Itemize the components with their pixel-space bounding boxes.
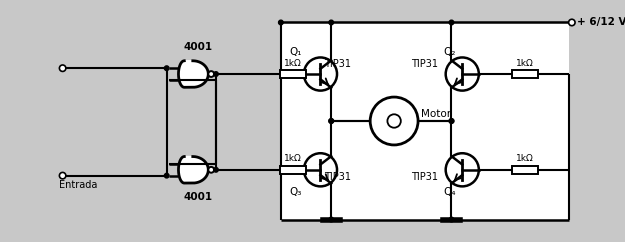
Text: 1kΩ: 1kΩ [516,59,534,68]
Bar [512,70,538,78]
Circle shape [329,217,334,222]
Circle shape [304,57,337,91]
Text: TIP31: TIP31 [324,172,351,182]
Text: Q₁: Q₁ [289,46,302,57]
Circle shape [329,119,334,123]
Circle shape [164,173,169,178]
Text: TIP31: TIP31 [411,60,437,69]
Circle shape [214,72,218,76]
Circle shape [329,119,334,123]
Circle shape [388,114,401,128]
Polygon shape [179,157,208,183]
Circle shape [446,153,479,186]
Text: 4001: 4001 [183,192,213,202]
Bar [280,166,306,174]
Text: 4001: 4001 [183,42,213,52]
Circle shape [208,167,214,173]
Text: + 6/12 V: + 6/12 V [578,17,625,28]
Bar [280,70,306,78]
Circle shape [214,167,218,172]
Text: TIP31: TIP31 [324,60,351,69]
Text: 1kΩ: 1kΩ [284,59,302,68]
Circle shape [569,19,575,26]
Circle shape [59,172,66,179]
Text: Q₄: Q₄ [444,187,456,197]
Circle shape [449,119,454,123]
Text: 1kΩ: 1kΩ [516,154,534,163]
Circle shape [208,71,214,77]
Text: Entrada: Entrada [59,180,98,190]
Circle shape [370,97,418,145]
Circle shape [449,20,454,25]
Circle shape [449,119,454,123]
Circle shape [329,20,334,25]
Polygon shape [179,61,208,87]
Text: Q₂: Q₂ [444,46,456,57]
Bar [512,166,538,174]
Text: Q₃: Q₃ [289,187,302,197]
Circle shape [279,20,283,25]
Text: Motor: Motor [421,109,451,119]
Text: 1kΩ: 1kΩ [284,154,302,163]
Circle shape [449,217,454,222]
Circle shape [164,66,169,70]
Circle shape [59,65,66,71]
Bar [281,23,569,219]
Circle shape [446,57,479,91]
Text: TIP31: TIP31 [411,172,437,182]
Circle shape [304,153,337,186]
